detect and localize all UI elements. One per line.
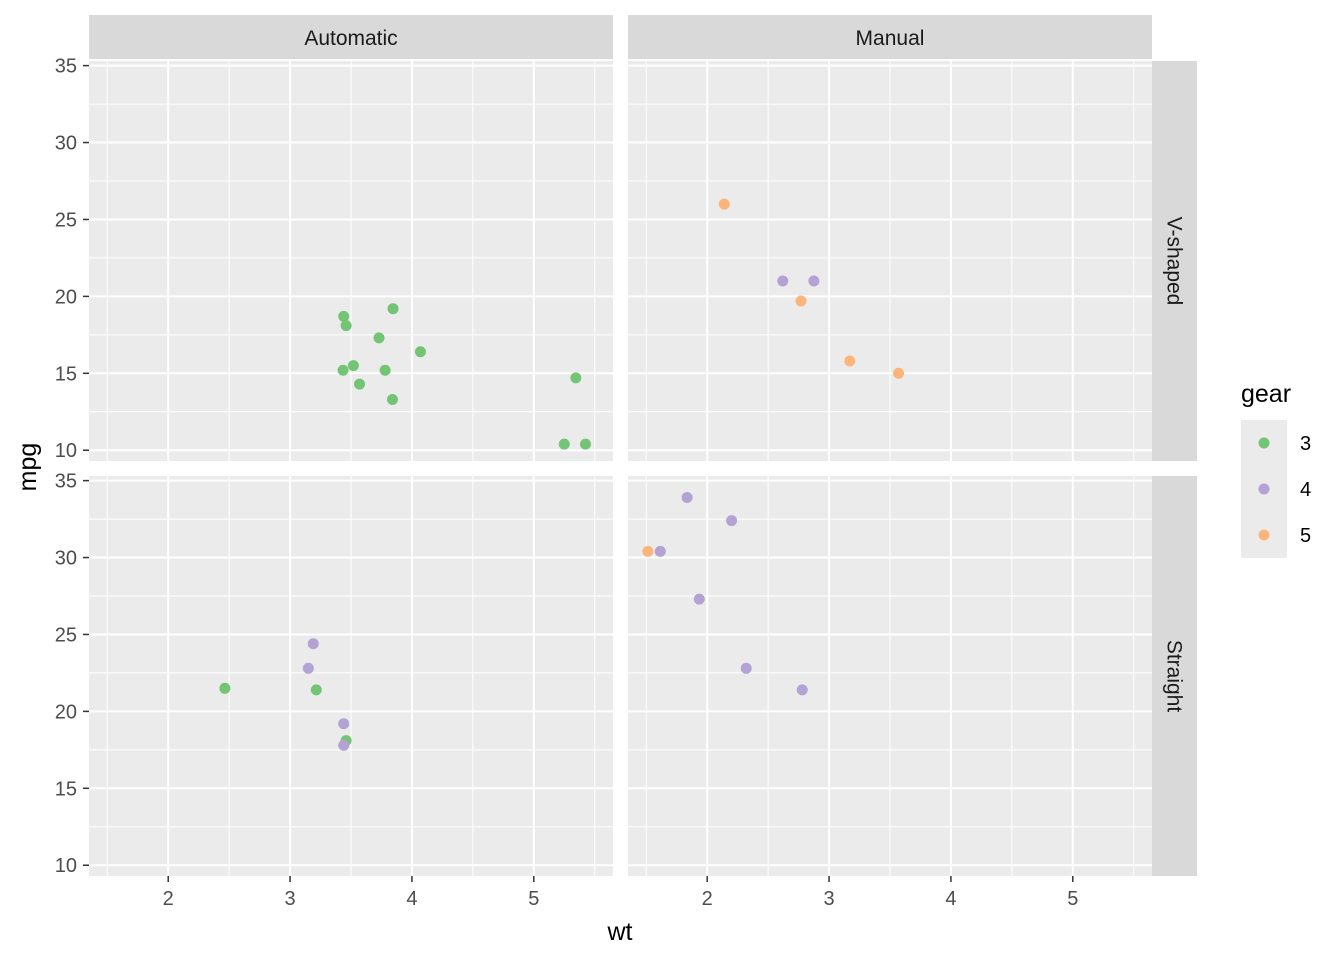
x-tick-label: 2: [702, 888, 713, 910]
data-point-gear-4: [808, 275, 820, 287]
y-tick-label: 35: [55, 56, 77, 78]
data-point-gear-5: [642, 545, 654, 557]
legend-label-gear-4: 4: [1300, 479, 1311, 501]
data-point-gear-3: [387, 303, 399, 315]
data-point-gear-5: [844, 355, 856, 367]
y-tick-label: 30: [55, 548, 77, 570]
legend-label-gear-3: 3: [1300, 433, 1311, 455]
y-tick-label: 20: [55, 286, 77, 308]
y-tick-label: 15: [55, 778, 77, 800]
legend-label-gear-5: 5: [1300, 525, 1311, 547]
y-tick-label: 30: [55, 133, 77, 155]
data-point-gear-5: [795, 295, 807, 307]
data-point-gear-4: [693, 593, 705, 605]
data-point-gear-4: [307, 638, 319, 650]
data-point-gear-4: [338, 739, 350, 751]
data-point-gear-3: [347, 360, 359, 372]
data-point-gear-3: [558, 438, 570, 450]
data-point-gear-3: [579, 438, 591, 450]
data-point-gear-5: [718, 198, 730, 210]
data-point-gear-3: [414, 346, 426, 358]
facet-strip-right: [1152, 61, 1197, 461]
y-tick-label: 15: [55, 363, 77, 385]
facet-panel-automatic-straight: [89, 476, 613, 876]
y-tick-label: 10: [55, 855, 77, 877]
data-point-gear-3: [219, 682, 231, 694]
y-tick-label: 25: [55, 624, 77, 646]
data-point-gear-3: [337, 364, 349, 376]
data-point-gear-5: [893, 367, 905, 379]
data-point-gear-4: [740, 662, 752, 674]
x-tick-label: 2: [163, 888, 174, 910]
data-point-gear-3: [386, 393, 398, 405]
data-point-gear-3: [310, 684, 322, 696]
facet-panel-manual-straight: [628, 476, 1152, 876]
x-axis-title: wt: [607, 918, 633, 946]
x-tick-label: 3: [285, 888, 296, 910]
y-tick-label: 20: [55, 701, 77, 723]
data-point-gear-3: [379, 364, 391, 376]
legend-key-gear-4: [1258, 483, 1270, 495]
data-point-gear-3: [354, 378, 366, 390]
facet-label-automatic: Automatic: [304, 27, 397, 50]
legend-title: gear: [1241, 380, 1291, 408]
y-tick-label: 25: [55, 209, 77, 231]
data-point-gear-4: [338, 718, 350, 730]
data-point-gear-4: [302, 662, 314, 674]
facet-strip-top: [89, 15, 613, 59]
facet-strip-right: [1152, 476, 1197, 876]
x-tick-label: 3: [824, 888, 835, 910]
y-axis-title: mpg: [14, 443, 42, 492]
x-tick-label: 4: [406, 888, 417, 910]
data-point-gear-3: [338, 310, 350, 322]
facet-strip-top: [628, 15, 1152, 59]
data-point-gear-4: [796, 684, 808, 696]
x-tick-label: 4: [945, 888, 956, 910]
data-point-gear-3: [340, 320, 352, 332]
facet-label-manual: Manual: [856, 27, 925, 50]
facet-panel-automatic-v-shaped: [89, 61, 613, 461]
facet-label-straight: Straight: [1163, 640, 1186, 713]
x-tick-label: 5: [1067, 888, 1078, 910]
data-point-gear-4: [726, 515, 738, 527]
facet-label-v-shaped: V-shaped: [1163, 217, 1186, 306]
legend: gear 3 4 5: [1241, 380, 1311, 558]
data-point-gear-4: [681, 492, 693, 504]
data-point-gear-4: [777, 275, 789, 287]
legend-key-gear-3: [1258, 437, 1270, 449]
data-point-gear-4: [654, 545, 666, 557]
facet-panel-manual-v-shaped: [628, 61, 1152, 461]
legend-key-gear-5: [1258, 529, 1270, 541]
data-point-gear-3: [373, 332, 385, 344]
y-tick-label: 35: [55, 471, 77, 493]
data-point-gear-3: [570, 372, 582, 384]
x-tick-label: 5: [528, 888, 539, 910]
y-tick-label: 10: [55, 440, 77, 462]
